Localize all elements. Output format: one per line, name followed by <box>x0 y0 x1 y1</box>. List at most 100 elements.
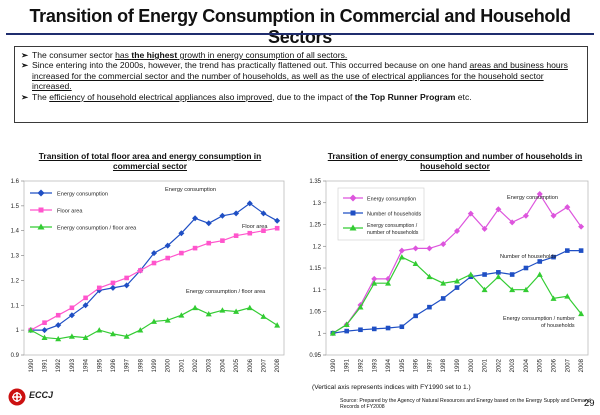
left-data-point <box>82 302 89 309</box>
left-legend-ratio: Energy consumption / floor area <box>57 226 137 232</box>
right-xtick-label: 1999 <box>455 358 461 372</box>
left-xtick-label: 2001 <box>179 358 185 372</box>
right-data-point <box>537 259 543 264</box>
left-xtick-label: 1999 <box>152 358 158 372</box>
title-divider <box>6 33 594 35</box>
right-data-point <box>495 273 502 280</box>
right-y-axis: 0.95 1 1.05 1.1 1.15 1.2 1.25 1.3 1.35 <box>309 179 326 359</box>
left-data-point <box>137 327 144 333</box>
right-ytick-label: 1.15 <box>309 266 321 272</box>
left-data-point <box>219 307 226 313</box>
right-xtick-label: 1994 <box>386 358 392 372</box>
left-data-point <box>274 217 281 224</box>
right-data-point <box>509 286 516 293</box>
right-data-point <box>440 280 447 286</box>
right-xtick-label: 2008 <box>579 358 585 372</box>
summary-bullet-2: ➢ Since entering into the 2000s, however,… <box>21 60 568 92</box>
left-ytick-label: 1.1 <box>11 303 20 309</box>
left-xtick-label: 1995 <box>97 358 103 372</box>
left-ytick-label: 1.3 <box>11 254 20 260</box>
left-xtick-label: 2005 <box>234 358 240 372</box>
right-legend-households: Number of households <box>367 212 422 218</box>
right-data-point <box>454 278 460 284</box>
left-data-point <box>274 322 281 328</box>
left-data-point <box>192 245 198 251</box>
right-data-point <box>426 245 433 252</box>
left-xtick-label: 1998 <box>138 358 144 372</box>
right-data-point <box>481 225 488 232</box>
right-xtick-label: 2001 <box>483 358 489 372</box>
right-data-point <box>413 313 418 319</box>
left-xtick-label: 1997 <box>125 358 131 372</box>
left-data-point <box>109 284 116 291</box>
right-ytick-label: 1.05 <box>309 310 321 316</box>
left-xtick-label: 1996 <box>111 358 117 372</box>
left-legend-floor: Floor area <box>57 209 83 215</box>
left-data-point <box>151 318 157 324</box>
right-xtick-label: 1992 <box>358 358 364 372</box>
right-data-point <box>371 275 378 282</box>
right-data-point <box>536 191 543 198</box>
left-y-axis: 0.9 1 1.1 1.2 1.3 1.4 1.5 1.6 <box>11 179 24 359</box>
left-xtick-label: 2002 <box>193 358 199 372</box>
right-data-point <box>412 260 419 267</box>
legend-diamond-icon <box>349 194 357 202</box>
left-ytick-label: 1 <box>16 328 20 334</box>
left-legend: Energy consumption Floor area Energy con… <box>30 189 137 232</box>
right-data-point <box>578 310 585 317</box>
right-ytick-label: 1.35 <box>309 179 321 185</box>
left-xtick-label: 1990 <box>29 358 35 372</box>
right-data-point <box>385 280 392 286</box>
left-series-group <box>27 200 281 342</box>
right-xtick-label: 2000 <box>469 358 475 372</box>
left-data-point <box>41 327 48 334</box>
left-data-point <box>205 310 212 317</box>
right-data-point <box>550 295 557 301</box>
right-xtick-label: 1997 <box>427 358 433 372</box>
left-data-point <box>41 334 48 340</box>
summary-box: ➢ The consumer sector has the highest gro… <box>14 46 588 123</box>
summary-bullet-1: ➢ The consumer sector has the highest gro… <box>21 50 348 60</box>
left-data-point <box>83 295 88 301</box>
legend-square-icon <box>350 210 356 216</box>
footnote: (Vertical axis represents indices with F… <box>312 384 471 391</box>
right-data-point <box>426 273 433 280</box>
left-data-point <box>261 228 266 234</box>
right-data-point <box>371 326 377 332</box>
left-ytick-label: 1.2 <box>11 278 20 284</box>
left-data-point <box>55 335 62 342</box>
left-data-point <box>247 230 253 236</box>
left-xtick-label: 1994 <box>84 358 90 372</box>
right-annotation-households: Number of households <box>500 254 556 260</box>
right-data-point <box>509 219 516 226</box>
left-xtick-label: 2008 <box>275 358 281 372</box>
right-data-point <box>578 248 584 253</box>
right-annotation-ratio-line2: of households <box>541 323 575 329</box>
right-data-point <box>536 271 543 277</box>
right-xtick-label: 1996 <box>414 358 420 372</box>
left-data-point <box>260 313 267 319</box>
left-data-point <box>138 268 143 273</box>
left-data-point <box>206 240 212 246</box>
left-data-point <box>96 327 103 333</box>
right-annotation-energy: Energy consumption <box>507 195 558 201</box>
right-data-point <box>440 241 447 248</box>
right-xtick-label: 1993 <box>372 358 378 372</box>
right-data-point <box>564 293 571 299</box>
right-data-point <box>523 265 529 271</box>
right-data-point <box>550 212 557 219</box>
left-data-point <box>109 330 116 337</box>
right-data-point <box>329 330 336 336</box>
right-data-point <box>398 247 405 254</box>
left-data-point <box>260 210 267 217</box>
right-x-axis: 1990 1991 1992 1993 1994 1995 1996 1997 1998 1999… <box>331 358 585 372</box>
left-legend-energy: Energy consumption <box>57 192 108 198</box>
right-data-point <box>358 327 363 333</box>
right-chart-title: Transition of energy consumption and num… <box>327 151 583 171</box>
right-data-point <box>357 304 364 310</box>
right-xtick-label: 2005 <box>538 358 544 372</box>
right-data-point <box>509 272 515 277</box>
left-data-point <box>274 225 280 231</box>
page-number: 29 <box>584 398 595 409</box>
